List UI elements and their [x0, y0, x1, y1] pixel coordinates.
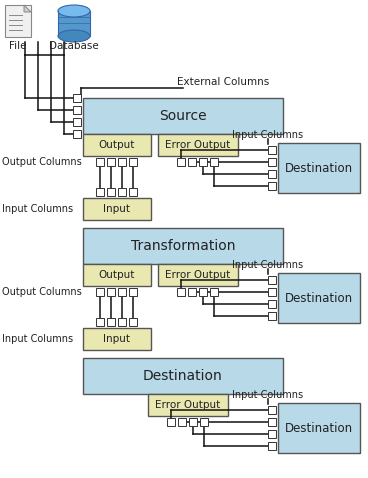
FancyBboxPatch shape: [177, 158, 185, 166]
FancyBboxPatch shape: [107, 288, 115, 296]
FancyBboxPatch shape: [268, 158, 276, 166]
Text: Input Columns: Input Columns: [233, 130, 304, 140]
FancyBboxPatch shape: [73, 130, 81, 138]
FancyBboxPatch shape: [268, 288, 276, 296]
Text: Input Columns: Input Columns: [233, 260, 304, 270]
Text: Output Columns: Output Columns: [2, 157, 82, 167]
Text: Input: Input: [103, 204, 131, 214]
Text: Source: Source: [159, 109, 207, 123]
Ellipse shape: [58, 5, 90, 17]
Text: Database: Database: [49, 41, 99, 51]
Text: Error Output: Error Output: [155, 400, 221, 410]
FancyBboxPatch shape: [178, 418, 186, 426]
FancyBboxPatch shape: [268, 300, 276, 308]
FancyBboxPatch shape: [5, 5, 31, 37]
Text: File: File: [9, 41, 27, 51]
FancyBboxPatch shape: [268, 418, 276, 426]
Text: Input Columns: Input Columns: [2, 204, 73, 214]
Text: Output: Output: [99, 270, 135, 280]
FancyBboxPatch shape: [73, 118, 81, 126]
FancyBboxPatch shape: [278, 403, 360, 453]
Ellipse shape: [58, 30, 90, 42]
FancyBboxPatch shape: [83, 198, 151, 220]
FancyBboxPatch shape: [268, 430, 276, 438]
Text: Destination: Destination: [143, 369, 223, 383]
Text: Destination: Destination: [285, 162, 353, 174]
FancyBboxPatch shape: [96, 188, 104, 196]
FancyBboxPatch shape: [129, 158, 137, 166]
Text: Input: Input: [103, 334, 131, 344]
FancyBboxPatch shape: [278, 273, 360, 323]
FancyBboxPatch shape: [107, 188, 115, 196]
FancyBboxPatch shape: [118, 288, 126, 296]
Text: Output: Output: [99, 140, 135, 150]
FancyBboxPatch shape: [129, 288, 137, 296]
FancyBboxPatch shape: [268, 170, 276, 178]
Text: Output Columns: Output Columns: [2, 287, 82, 297]
FancyBboxPatch shape: [210, 158, 218, 166]
FancyBboxPatch shape: [83, 328, 151, 350]
FancyBboxPatch shape: [73, 94, 81, 102]
FancyBboxPatch shape: [268, 312, 276, 320]
FancyBboxPatch shape: [118, 158, 126, 166]
Text: Error Output: Error Output: [165, 140, 231, 150]
FancyBboxPatch shape: [129, 318, 137, 326]
Polygon shape: [24, 5, 31, 12]
FancyBboxPatch shape: [177, 288, 185, 296]
Text: External Columns: External Columns: [177, 77, 269, 87]
FancyBboxPatch shape: [118, 318, 126, 326]
FancyBboxPatch shape: [268, 276, 276, 284]
FancyBboxPatch shape: [129, 188, 137, 196]
Text: Input Columns: Input Columns: [2, 334, 73, 344]
FancyBboxPatch shape: [268, 182, 276, 190]
Text: Input Columns: Input Columns: [233, 390, 304, 400]
FancyBboxPatch shape: [167, 418, 175, 426]
FancyBboxPatch shape: [268, 442, 276, 450]
FancyBboxPatch shape: [83, 134, 151, 156]
FancyBboxPatch shape: [210, 288, 218, 296]
Text: Destination: Destination: [285, 422, 353, 435]
FancyBboxPatch shape: [158, 264, 238, 286]
FancyBboxPatch shape: [199, 158, 207, 166]
FancyBboxPatch shape: [188, 158, 196, 166]
FancyBboxPatch shape: [268, 406, 276, 414]
FancyBboxPatch shape: [158, 134, 238, 156]
FancyBboxPatch shape: [83, 358, 283, 394]
FancyBboxPatch shape: [268, 146, 276, 154]
Text: Destination: Destination: [285, 292, 353, 304]
FancyBboxPatch shape: [148, 394, 228, 416]
FancyBboxPatch shape: [96, 158, 104, 166]
Text: Error Output: Error Output: [165, 270, 231, 280]
FancyBboxPatch shape: [58, 11, 90, 37]
FancyBboxPatch shape: [83, 98, 283, 134]
FancyBboxPatch shape: [189, 418, 197, 426]
FancyBboxPatch shape: [188, 288, 196, 296]
FancyBboxPatch shape: [96, 318, 104, 326]
FancyBboxPatch shape: [73, 106, 81, 114]
FancyBboxPatch shape: [96, 288, 104, 296]
FancyBboxPatch shape: [278, 143, 360, 193]
FancyBboxPatch shape: [118, 188, 126, 196]
FancyBboxPatch shape: [83, 228, 283, 264]
Text: Transformation: Transformation: [131, 239, 235, 253]
FancyBboxPatch shape: [107, 158, 115, 166]
FancyBboxPatch shape: [83, 264, 151, 286]
FancyBboxPatch shape: [199, 288, 207, 296]
FancyBboxPatch shape: [107, 318, 115, 326]
FancyBboxPatch shape: [200, 418, 208, 426]
